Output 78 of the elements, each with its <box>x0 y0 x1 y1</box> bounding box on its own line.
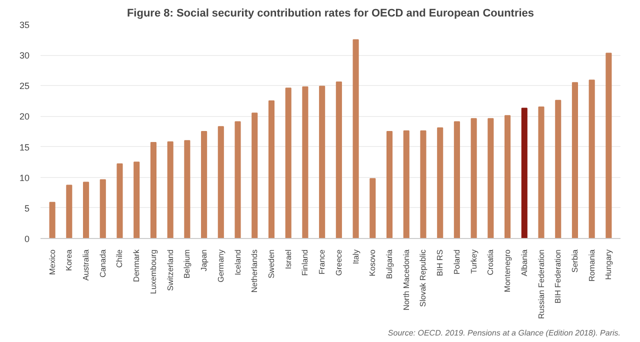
bar <box>234 121 241 238</box>
x-tick-label: Netherlands <box>250 249 260 293</box>
x-tick-label: Croatia <box>486 248 496 276</box>
x-tick-label: Russian Federation <box>536 249 546 319</box>
bar <box>218 126 224 238</box>
bar <box>134 162 140 238</box>
bar <box>588 80 595 238</box>
bar <box>201 131 208 238</box>
bar <box>100 179 106 238</box>
bar <box>437 127 444 238</box>
x-tick-label: France <box>318 248 327 274</box>
bar <box>538 106 544 238</box>
bar <box>504 115 511 238</box>
bar <box>49 202 56 238</box>
x-tick-label: Germany <box>216 249 226 282</box>
bar <box>116 163 123 238</box>
bar <box>352 39 359 238</box>
x-tick-label: Kosovo <box>368 248 378 276</box>
bar <box>150 142 156 238</box>
bar <box>82 182 90 238</box>
x-tick-label: Canada <box>98 248 108 278</box>
x-tick-label: Montenegro <box>503 248 512 292</box>
bar <box>488 118 494 238</box>
x-tick-label: Belgium <box>182 249 192 278</box>
bar <box>555 100 562 238</box>
bar <box>420 130 426 238</box>
y-tick-label: 20 <box>19 112 30 122</box>
y-tick-label: 10 <box>19 172 30 183</box>
x-tick-label: Korea <box>64 248 74 271</box>
x-tick-label: Mexico <box>48 248 57 275</box>
bar <box>66 184 72 238</box>
bar <box>167 141 174 238</box>
x-tick-label: Turkey <box>469 249 478 274</box>
x-tick-label: Poland <box>452 249 462 274</box>
x-tick-label: Denmark <box>132 248 142 282</box>
bar <box>336 81 342 238</box>
x-tick-label: Italy <box>351 250 360 264</box>
bar <box>370 178 376 238</box>
y-tick-label: 35 <box>19 20 30 30</box>
bar <box>252 112 258 238</box>
bar <box>470 118 477 238</box>
x-tick-label: BIH Federation <box>554 249 563 304</box>
x-tick-label: Slovak Republic <box>418 249 428 307</box>
bar <box>403 130 410 238</box>
y-tick-label: 30 <box>19 50 30 61</box>
bar <box>285 88 292 238</box>
x-tick-label: Chile <box>115 248 124 268</box>
source-note: Source: OECD. 2019. Pensions at a Glance (Edition 2018). Paris. <box>388 328 621 338</box>
x-tick-label: Hungary <box>604 249 614 280</box>
y-tick-label: 0 <box>24 234 30 244</box>
y-tick-label: 5 <box>24 203 30 214</box>
x-tick-label: Luxembourg <box>148 249 158 294</box>
x-tick-label: BIH RS <box>436 250 445 276</box>
x-tick-label: Bulgaria <box>385 248 394 279</box>
x-tick-label: Sweden <box>266 249 276 278</box>
bar <box>572 82 578 238</box>
bar <box>302 86 308 238</box>
x-tick-label: Israel <box>284 249 293 270</box>
x-tick-label: Greece <box>334 248 344 276</box>
bar <box>521 108 528 238</box>
x-tick-label: North Macedonia <box>402 248 411 310</box>
bar <box>319 86 326 238</box>
x-tick-label: Switzerland <box>166 249 175 291</box>
chart-title: Figure 8: Social security contribution rates for OECD and European Countries <box>126 8 534 20</box>
y-tick-label: 25 <box>19 81 30 92</box>
bar <box>386 131 393 238</box>
y-tick-label: 15 <box>19 142 30 152</box>
x-tick-label: Albania <box>520 248 529 276</box>
x-tick-label: Iceland <box>233 250 242 276</box>
x-tick-label: Finland <box>300 249 310 276</box>
x-tick-label: Japan <box>200 250 209 272</box>
bar <box>606 52 612 238</box>
bar <box>268 100 275 238</box>
bar <box>454 121 460 238</box>
x-tick-label: Serbia <box>570 248 580 273</box>
bar <box>184 140 190 238</box>
x-tick-label: Romania <box>587 248 596 282</box>
x-tick-label: Australia <box>82 248 91 281</box>
